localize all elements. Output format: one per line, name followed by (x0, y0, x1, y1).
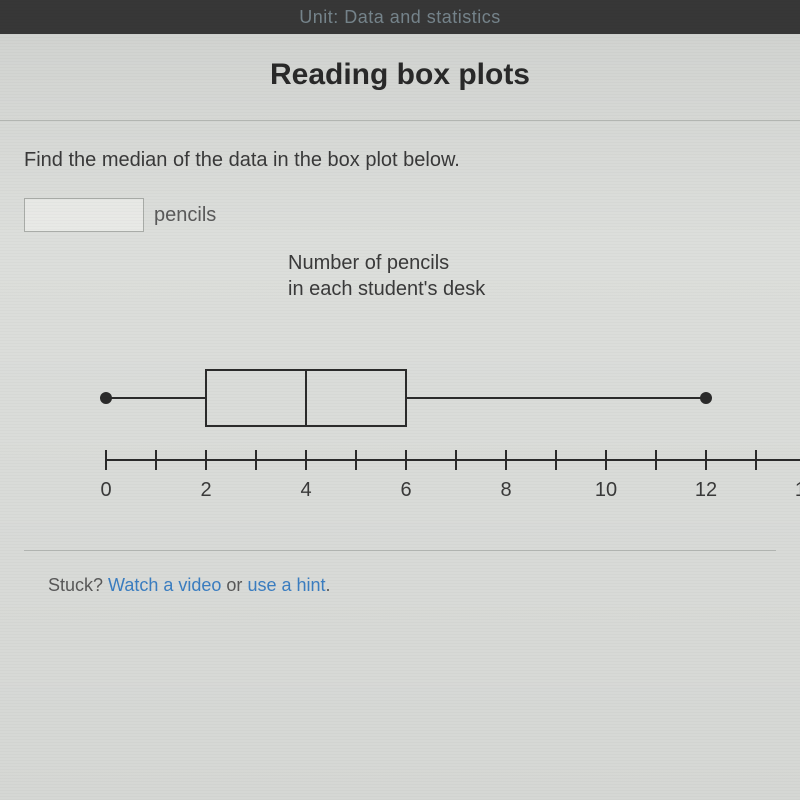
answer-input[interactable] (24, 198, 144, 232)
svg-text:6: 6 (400, 479, 411, 501)
svg-text:0: 0 (100, 479, 111, 501)
boxplot-title-line2: in each student's desk (288, 278, 485, 300)
answer-row: pencils (24, 198, 776, 232)
boxplot-region: Number of pencils in each student's desk… (24, 250, 776, 520)
question-text: Find the median of the data in the box p… (24, 149, 776, 172)
content-area: Find the median of the data in the box p… (0, 121, 800, 596)
unit-breadcrumb: Unit: Data and statistics (0, 0, 800, 34)
hint-prefix: Stuck? (48, 575, 108, 595)
svg-text:12: 12 (695, 479, 717, 501)
svg-text:10: 10 (595, 479, 617, 501)
boxplot-svg: 0 2 4 6 8 10 12 14 (66, 320, 800, 510)
use-hint-link[interactable]: use a hint (247, 575, 325, 595)
hint-divider (24, 550, 776, 551)
answer-unit: pencils (154, 204, 216, 227)
watch-video-link[interactable]: Watch a video (108, 575, 221, 595)
boxplot-title-line1: Number of pencils (288, 252, 449, 274)
page-header: Reading box plots (0, 34, 800, 120)
svg-text:14: 14 (795, 479, 800, 501)
svg-text:2: 2 (200, 479, 211, 501)
hint-suffix: . (326, 575, 331, 595)
hint-line: Stuck? Watch a video or use a hint. (24, 575, 776, 596)
page-title: Reading box plots (0, 58, 800, 92)
boxplot-title: Number of pencils in each student's desk (288, 250, 776, 302)
svg-text:4: 4 (300, 479, 311, 501)
hint-mid: or (221, 575, 247, 595)
svg-text:8: 8 (500, 479, 511, 501)
